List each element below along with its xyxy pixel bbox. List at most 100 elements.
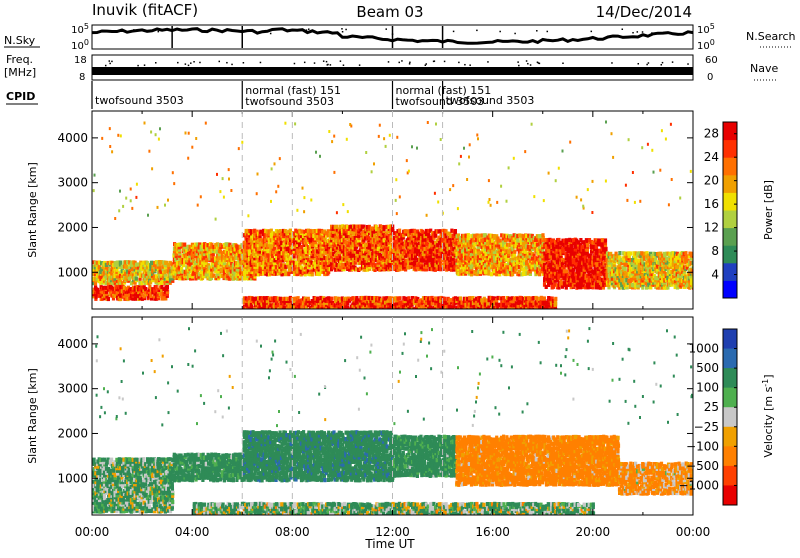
freq-spike: [562, 63, 564, 65]
noise-right-label: N.Search: [746, 30, 796, 43]
noise-search-dot: [514, 33, 516, 35]
data-cell: [499, 239, 502, 243]
noise-tick-bottom-right: 100: [697, 38, 715, 52]
data-cell: [248, 249, 251, 253]
data-cell: [541, 233, 544, 237]
noise-left-label: N.Sky: [4, 34, 36, 47]
freq-spike: [398, 62, 400, 64]
noise-search-dot: [319, 31, 321, 33]
freq-spike: [193, 61, 195, 63]
noise-search-dot: [632, 32, 634, 33]
noise-search-dot: [306, 29, 308, 31]
cpid-segment-label: twofsound 3503: [245, 95, 334, 108]
noise-search-dot: [642, 31, 644, 33]
freq-spike: [409, 62, 411, 64]
freq-spike: [687, 63, 689, 64]
data-cell: [259, 230, 262, 234]
freq-spike: [326, 61, 328, 63]
noise-search-dot: [133, 29, 135, 31]
data-cell: [565, 269, 568, 273]
freq-spike: [526, 60, 528, 62]
freq-spike: [105, 65, 107, 67]
cpid-segment-label: twofsound 3503: [446, 94, 535, 107]
freq-spike: [294, 63, 296, 65]
data-cell: [618, 251, 621, 255]
freq-spike: [539, 63, 541, 65]
data-cell: [119, 261, 122, 265]
data-cell: [513, 250, 516, 254]
freq-spike: [444, 61, 446, 63]
freq-tick-18: 18: [74, 55, 87, 66]
freq-spike: [469, 64, 471, 66]
noise-search-dot: [476, 30, 478, 32]
freq-spike: [330, 64, 332, 66]
noise-search-dot: [687, 32, 689, 34]
nave-tick-0: 0: [707, 72, 713, 83]
data-cell: [398, 229, 401, 233]
freq-spike: [327, 64, 329, 66]
freq-spike: [109, 63, 111, 65]
data-cell: [135, 277, 138, 281]
freq-spike: [340, 60, 342, 62]
freq-spike: [487, 61, 489, 63]
freq-spike: [109, 60, 111, 62]
freq-spike: [137, 65, 139, 67]
data-cell: [107, 297, 110, 301]
freq-spike: [226, 62, 228, 64]
noise-search-dot: [637, 31, 639, 33]
freq-spike: [409, 63, 411, 65]
noise-search-dot: [158, 31, 160, 33]
freq-spike: [517, 61, 519, 63]
noise-search-dot: [308, 28, 310, 30]
freq-spike: [518, 65, 520, 67]
noise-tick-top-left: 105: [71, 22, 89, 36]
data-cell: [266, 249, 269, 253]
freq-spike: [323, 60, 325, 62]
cpid-label: CPID: [6, 90, 35, 103]
beam-title: Beam 03: [356, 3, 423, 21]
freq-spike: [190, 62, 192, 64]
data-cell: [166, 285, 169, 289]
nave-label: Nave: [750, 62, 778, 75]
freq-spike: [433, 61, 435, 63]
data-cell: [454, 229, 457, 233]
data-cell: [183, 243, 186, 247]
data-cell: [601, 238, 604, 242]
nave-tick-60: 60: [705, 55, 718, 66]
freq-spike: [646, 64, 648, 66]
noise-tick-bottom-left: 100: [71, 38, 89, 52]
noise-search-dot: [385, 28, 387, 30]
freq-spike: [144, 64, 146, 66]
freq-tick-8: 8: [79, 72, 85, 83]
noise-search-dot: [342, 31, 344, 33]
freq-spike: [425, 65, 427, 67]
freq-spike: [388, 61, 390, 63]
data-cell: [383, 225, 386, 229]
freq-spike: [661, 64, 663, 66]
freq-spike: [304, 62, 306, 64]
noise-search-dot: [591, 31, 593, 33]
freq-spike: [401, 60, 403, 62]
data-cell: [629, 251, 632, 255]
freq-spike: [243, 62, 245, 64]
freq-spike: [199, 62, 201, 64]
freq-spike: [648, 62, 650, 64]
freq-trace-band: [92, 67, 693, 75]
freq-spike: [111, 61, 113, 63]
data-cell: [102, 286, 105, 290]
freq-spike: [530, 64, 532, 66]
data-cell: [300, 229, 303, 233]
noise-search-dot: [270, 33, 272, 35]
freq-spike: [185, 63, 187, 65]
freq-trace-spikes: [105, 60, 689, 66]
freq-spike: [314, 62, 316, 64]
freq-left-unit: [MHz]: [4, 66, 36, 79]
freq-spike: [155, 62, 157, 64]
freq-left-label: Freq.: [6, 53, 33, 66]
noise-search-dot: [144, 30, 146, 32]
data-cell: [604, 238, 607, 242]
freq-spike: [638, 63, 640, 65]
noise-search-dot: [673, 33, 675, 35]
freq-spike: [611, 62, 613, 64]
